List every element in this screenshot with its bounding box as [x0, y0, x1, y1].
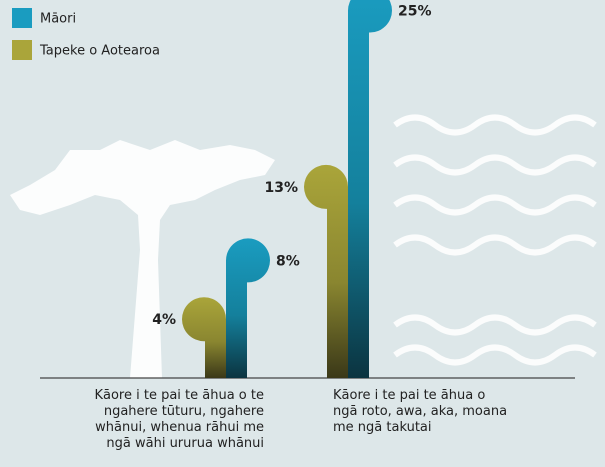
value-label: 8%: [276, 253, 300, 269]
value-label: 25%: [398, 4, 432, 20]
bar: [182, 297, 226, 378]
legend-label: Māori: [40, 12, 76, 27]
legend-swatch: [12, 40, 32, 60]
legend-label: Tapeke o Aotearoa: [39, 44, 160, 59]
bar: [226, 238, 270, 378]
value-label: 13%: [264, 180, 298, 196]
category-label: Kāore i te pai te āhua o te ngahere tūtu…: [94, 388, 264, 451]
wave-decoration: [393, 114, 597, 366]
category-label: Kāore i te pai te āhua o ngā roto, awa, …: [333, 388, 508, 435]
tree-decoration: [10, 140, 275, 378]
bar: [304, 164, 348, 378]
legend-swatch: [12, 8, 32, 28]
value-label: 4%: [152, 312, 176, 328]
bar: [348, 0, 392, 378]
